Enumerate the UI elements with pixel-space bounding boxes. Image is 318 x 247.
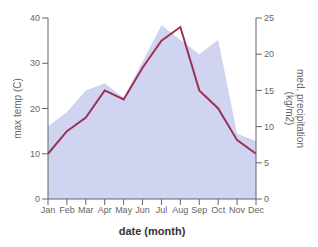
- svg-text:Feb: Feb: [59, 205, 75, 215]
- svg-text:Jan: Jan: [41, 205, 56, 215]
- svg-text:0: 0: [35, 194, 40, 204]
- svg-text:Apr: Apr: [98, 205, 112, 215]
- svg-text:Nov: Nov: [229, 205, 246, 215]
- svg-text:40: 40: [30, 13, 40, 23]
- svg-text:Dec: Dec: [248, 205, 265, 215]
- svg-text:30: 30: [30, 58, 40, 68]
- svg-text:max temp (C): max temp (C): [12, 78, 23, 139]
- svg-text:10: 10: [264, 122, 274, 132]
- svg-text:0: 0: [264, 194, 269, 204]
- svg-text:med. precipitation: med. precipitation: [295, 69, 306, 148]
- svg-text:Aug: Aug: [172, 205, 188, 215]
- svg-text:5: 5: [264, 158, 269, 168]
- svg-text:25: 25: [264, 13, 274, 23]
- svg-text:Sep: Sep: [191, 205, 207, 215]
- svg-text:Mar: Mar: [78, 205, 94, 215]
- svg-text:Oct: Oct: [211, 205, 226, 215]
- svg-text:May: May: [115, 205, 133, 215]
- svg-text:Jun: Jun: [135, 205, 150, 215]
- svg-text:Jul: Jul: [156, 205, 168, 215]
- svg-text:20: 20: [264, 49, 274, 59]
- svg-text:date (month): date (month): [119, 225, 186, 237]
- svg-text:(kg/m2): (kg/m2): [284, 92, 295, 126]
- svg-text:20: 20: [30, 104, 40, 114]
- svg-text:10: 10: [30, 149, 40, 159]
- svg-text:15: 15: [264, 86, 274, 96]
